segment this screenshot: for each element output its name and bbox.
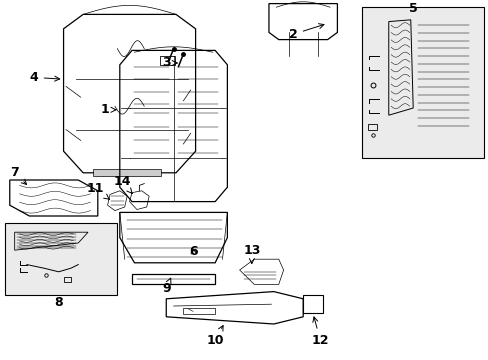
Text: 5: 5: [408, 3, 417, 15]
Bar: [303, 295, 322, 313]
Text: 7: 7: [10, 166, 26, 184]
Text: 2: 2: [288, 24, 323, 41]
Text: 8: 8: [54, 296, 63, 309]
Bar: [132, 274, 215, 284]
Text: 12: 12: [311, 317, 328, 347]
Text: 14: 14: [113, 175, 132, 193]
Text: 10: 10: [206, 325, 224, 347]
Bar: [367, 124, 376, 130]
Bar: [5, 223, 117, 295]
Text: 4: 4: [30, 71, 60, 84]
Bar: [93, 169, 161, 176]
Text: 6: 6: [188, 246, 197, 258]
Bar: [183, 308, 215, 314]
Text: 3: 3: [162, 57, 177, 69]
Bar: [361, 7, 483, 158]
Text: 1: 1: [101, 103, 116, 116]
Bar: [63, 277, 71, 282]
Text: 11: 11: [86, 183, 109, 199]
Bar: [160, 56, 175, 65]
Text: 13: 13: [243, 244, 260, 264]
Text: 9: 9: [162, 278, 171, 294]
